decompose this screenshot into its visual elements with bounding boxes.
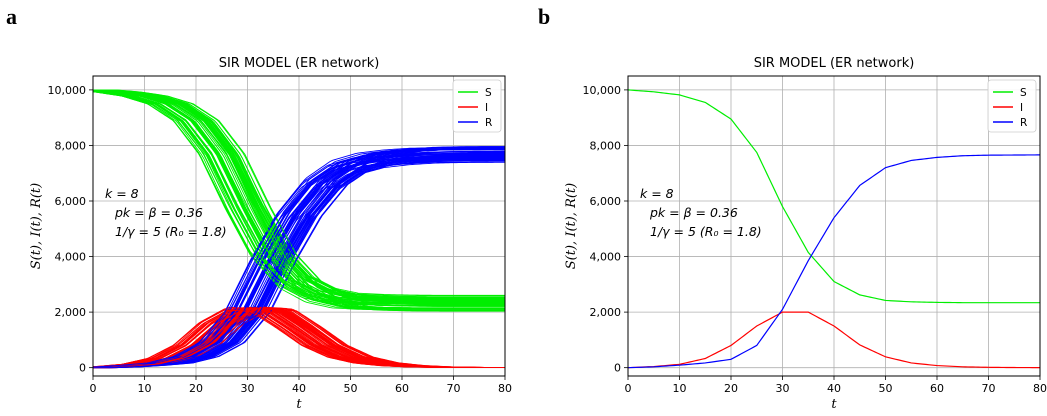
- x-tick-label: 80: [498, 382, 512, 395]
- y-axis-label: S(t), I(t), R(t): [564, 183, 579, 269]
- x-tick-label: 50: [879, 382, 893, 395]
- x-tick-label: 60: [395, 382, 409, 395]
- series-r-run-line: [93, 158, 505, 368]
- annotation-k: k = 8: [640, 186, 674, 201]
- annotation-k: k = 8: [105, 186, 139, 201]
- chart-panel-b: SIR MODEL (ER network) 0 10 20 30 40 50 60 70 80 0…: [564, 56, 1047, 412]
- x-tick-label: 40: [827, 382, 841, 395]
- legend: SIR: [987, 79, 1037, 133]
- legend-box: [452, 79, 502, 133]
- chart-panel-a: SIR MODEL (ER network) 0 10 20 30 40 50 60 70 80 0…: [29, 56, 512, 412]
- y-tick-label: 10,000: [583, 84, 622, 97]
- x-tick-label: 70: [982, 382, 996, 395]
- x-tick-label: 20: [189, 382, 203, 395]
- x-axis-label: t: [831, 397, 837, 412]
- y-tick-label: 10,000: [48, 84, 87, 97]
- x-tick-label: 30: [241, 382, 255, 395]
- y-tick-label: 8,000: [590, 139, 622, 152]
- legend: SIR: [452, 79, 502, 133]
- x-tick-label: 40: [292, 382, 306, 395]
- x-tick-label: 80: [1033, 382, 1047, 395]
- y-tick-label: 2,000: [55, 306, 87, 319]
- series-s-run-line: [93, 91, 505, 300]
- annotation-beta: pk = β = 0.36: [114, 205, 203, 220]
- series-i-run-line: [93, 306, 505, 369]
- x-tick-label: 0: [625, 382, 632, 395]
- series-r-line: [628, 154, 1040, 369]
- y-tick-label: 4,000: [590, 251, 622, 264]
- annotation-gamma: 1/γ = 5 (R₀ = 1.8): [650, 224, 762, 239]
- series-s-run-line: [93, 90, 505, 310]
- x-tick-label: 60: [930, 382, 944, 395]
- legend-box: [987, 79, 1037, 133]
- series-s-run-line: [93, 89, 505, 309]
- legend-label-i: I: [1020, 102, 1023, 114]
- series-s-run-line: [93, 90, 505, 305]
- y-tick-label: 2,000: [590, 306, 622, 319]
- series-r-run-line: [93, 146, 505, 369]
- x-tick-label: 20: [724, 382, 738, 395]
- series-s-run-line: [93, 89, 505, 303]
- plot-area: [93, 89, 505, 369]
- plot-area: [628, 89, 1040, 369]
- x-tick-label: 50: [344, 382, 358, 395]
- y-tick-label: 8,000: [55, 139, 87, 152]
- series-s-run-line: [93, 91, 505, 311]
- chart-title: SIR MODEL (ER network): [754, 56, 915, 71]
- panel-letter-a: a: [6, 4, 17, 29]
- x-tick-label: 0: [90, 382, 97, 395]
- legend-label-s: S: [485, 87, 492, 99]
- y-tick-label: 6,000: [590, 195, 622, 208]
- y-tick-label: 6,000: [55, 195, 87, 208]
- series-s-run-line: [93, 89, 505, 304]
- legend-label-s: S: [1020, 87, 1027, 99]
- y-axis-label: S(t), I(t), R(t): [29, 183, 44, 269]
- series-s-run-line: [93, 89, 505, 312]
- series-s-run-line: [93, 91, 505, 301]
- series-r-run-line: [93, 156, 505, 368]
- chart-title: SIR MODEL (ER network): [219, 56, 380, 71]
- legend-label-r: R: [485, 117, 492, 129]
- x-axis-label: t: [296, 397, 302, 412]
- y-tick-label: 4,000: [55, 251, 87, 264]
- panel-letter-b: b: [538, 4, 550, 29]
- series-i-line: [628, 311, 1040, 369]
- axes-frame: [92, 75, 506, 377]
- x-tick-label: 10: [138, 382, 152, 395]
- series-s-run-line: [93, 89, 505, 306]
- series-r-run-line: [93, 150, 505, 369]
- series-s-line: [628, 89, 1040, 304]
- y-tick-label: 0: [614, 362, 621, 375]
- axes-frame: [627, 75, 1041, 377]
- annotation-beta: pk = β = 0.36: [649, 205, 738, 220]
- annotation-gamma: 1/γ = 5 (R₀ = 1.8): [115, 224, 227, 239]
- x-tick-label: 70: [447, 382, 461, 395]
- series-i-run-line: [93, 309, 505, 369]
- y-tick-label: 0: [79, 362, 86, 375]
- legend-label-r: R: [1020, 117, 1027, 129]
- x-tick-label: 10: [673, 382, 687, 395]
- x-tick-label: 30: [776, 382, 790, 395]
- legend-label-i: I: [485, 102, 488, 114]
- series-s-run-line: [93, 89, 505, 307]
